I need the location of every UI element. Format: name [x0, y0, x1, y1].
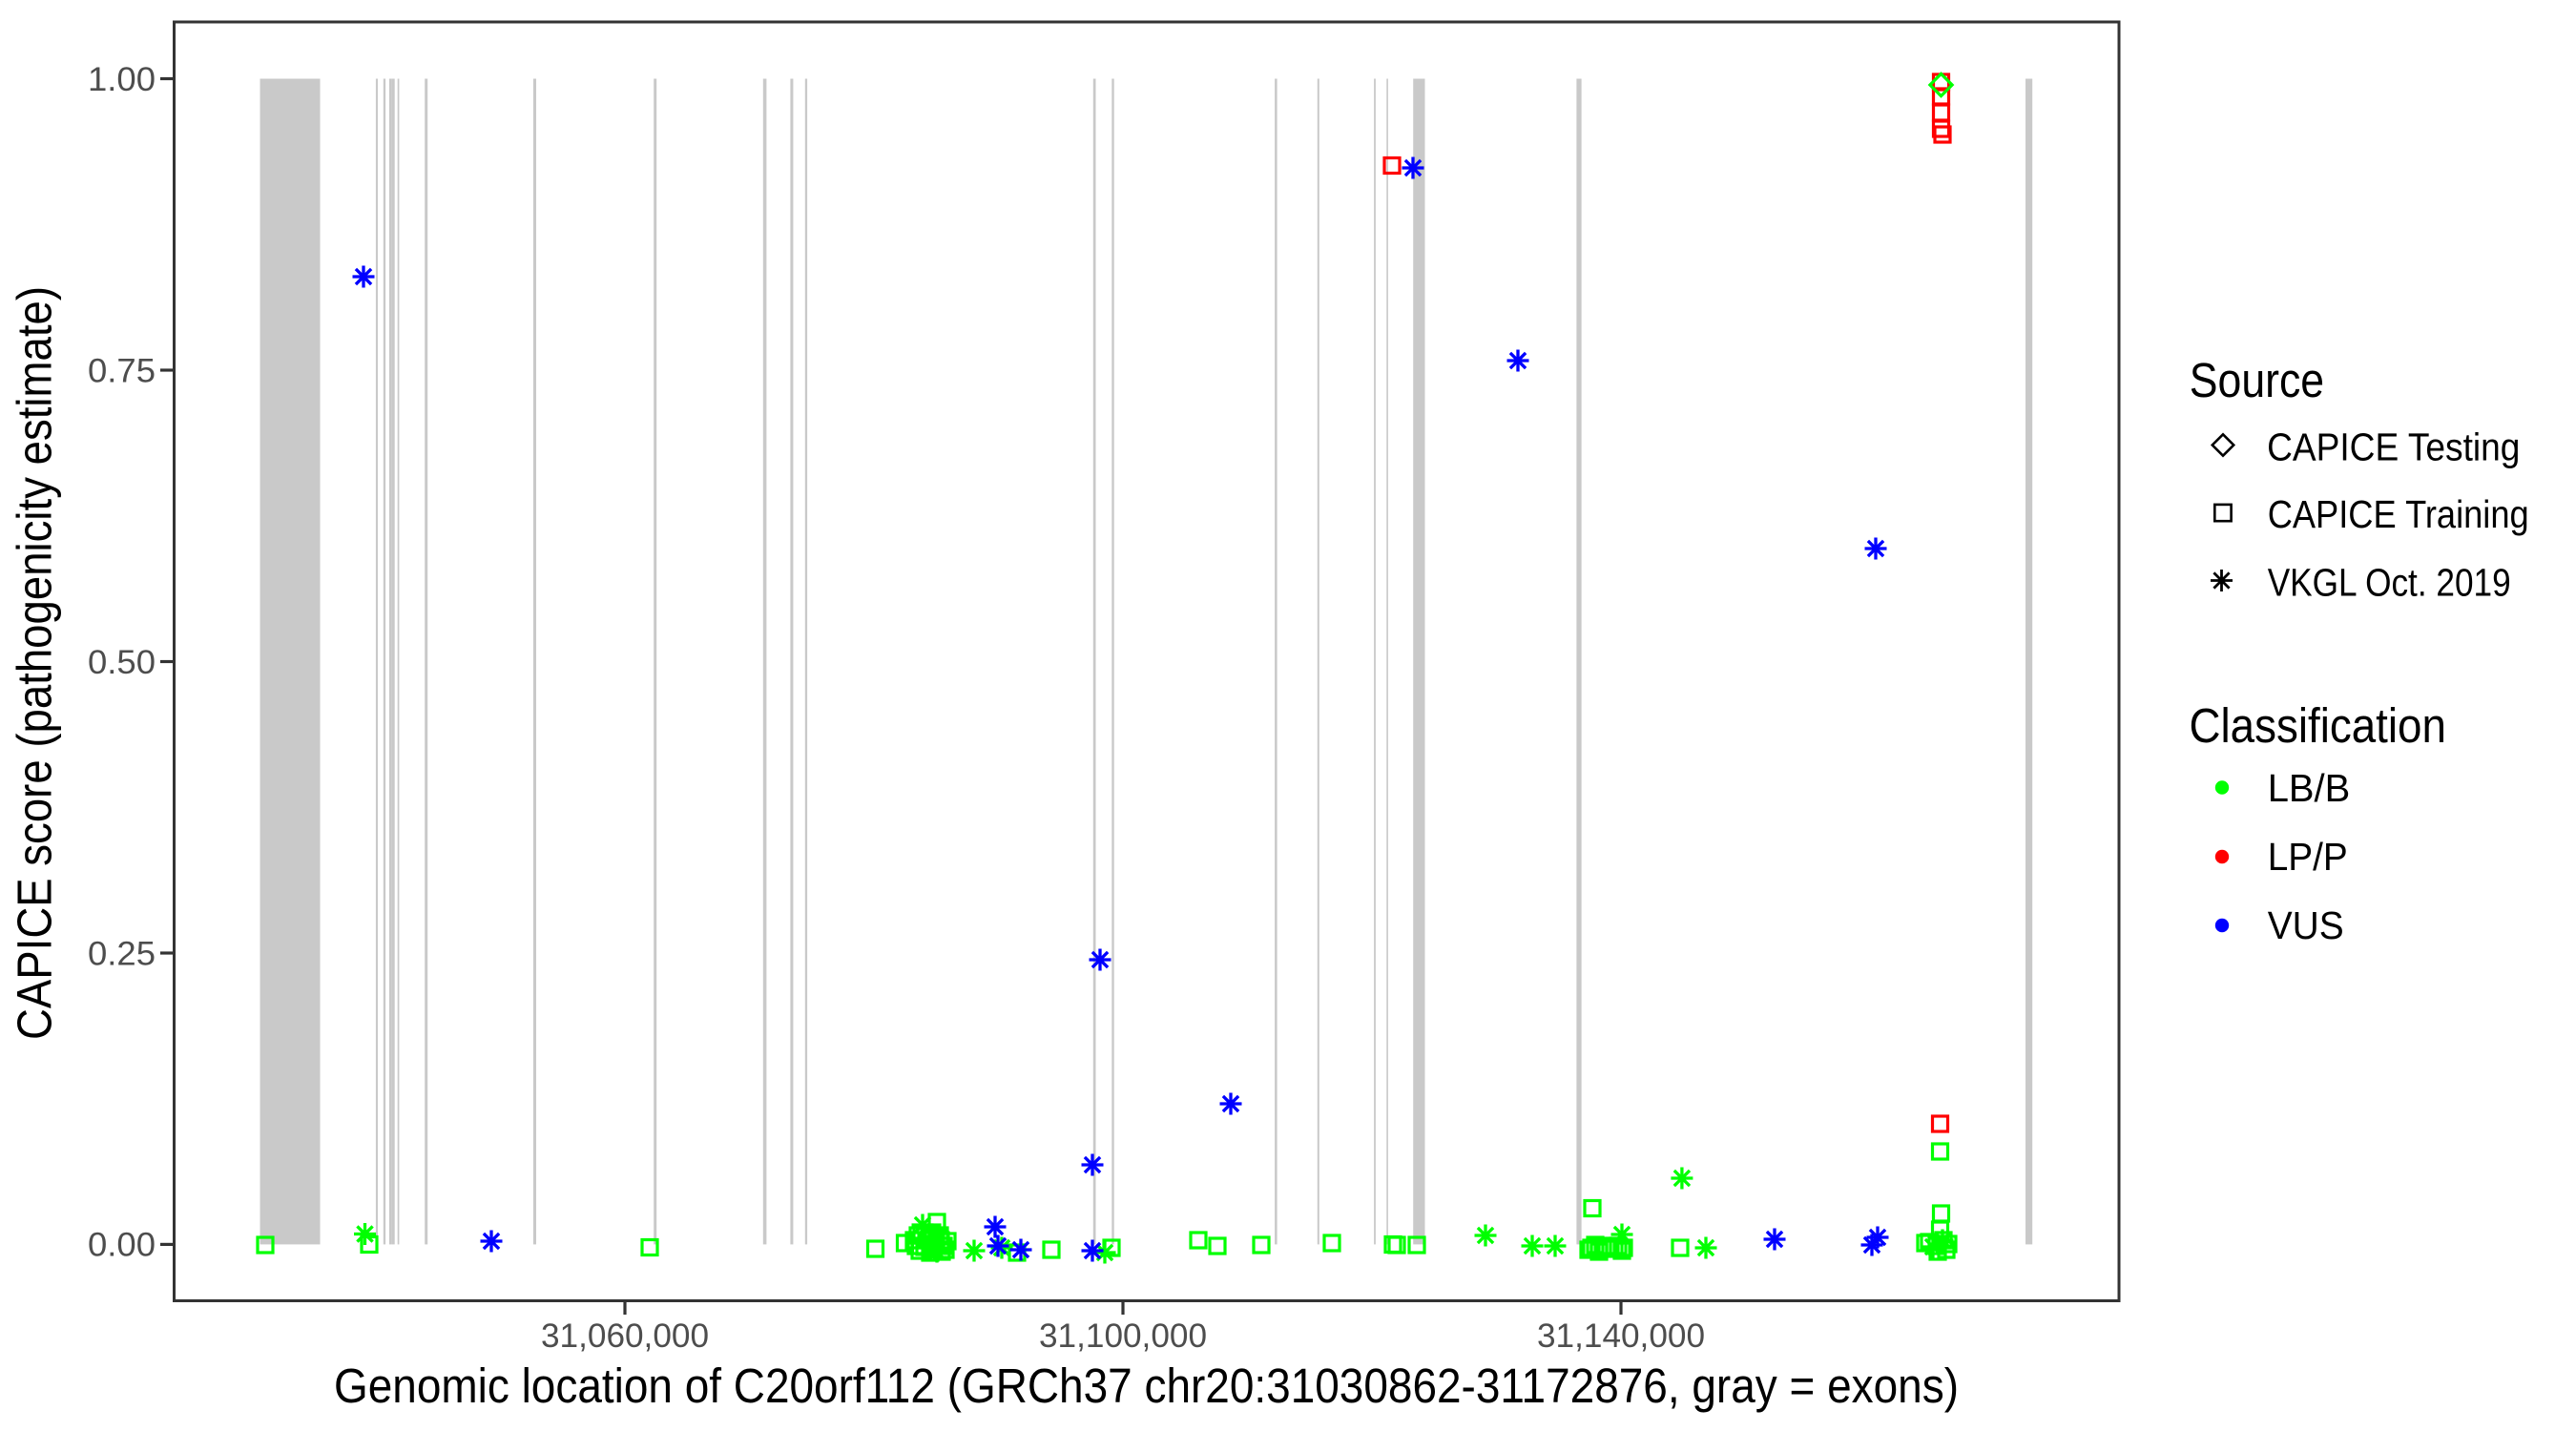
- svg-text:31,100,000: 31,100,000: [1039, 1317, 1207, 1355]
- svg-text:CAPICE Training: CAPICE Training: [2268, 492, 2529, 536]
- svg-text:CAPICE Testing: CAPICE Testing: [2267, 425, 2520, 468]
- svg-text:Genomic location of C20orf112: Genomic location of C20orf112 (GRCh37 ch…: [334, 1358, 1959, 1413]
- svg-text:Source: Source: [2190, 353, 2324, 407]
- svg-text:0.00: 0.00: [88, 1227, 156, 1264]
- svg-text:1.00: 1.00: [88, 61, 156, 98]
- svg-text:0.25: 0.25: [88, 935, 156, 972]
- svg-text:CAPICE score (pathogenicity es: CAPICE score (pathogenicity estimate): [8, 286, 62, 1040]
- svg-text:LB/B: LB/B: [2268, 766, 2351, 810]
- svg-text:LP/P: LP/P: [2268, 835, 2348, 879]
- svg-text:VKGL Oct. 2019: VKGL Oct. 2019: [2268, 561, 2511, 605]
- svg-text:VUS: VUS: [2268, 903, 2344, 947]
- svg-text:Classification: Classification: [2190, 698, 2446, 753]
- svg-text:31,060,000: 31,060,000: [541, 1317, 709, 1355]
- svg-text:0.75: 0.75: [88, 352, 156, 389]
- svg-text:31,140,000: 31,140,000: [1537, 1317, 1705, 1355]
- svg-text:0.50: 0.50: [88, 644, 156, 681]
